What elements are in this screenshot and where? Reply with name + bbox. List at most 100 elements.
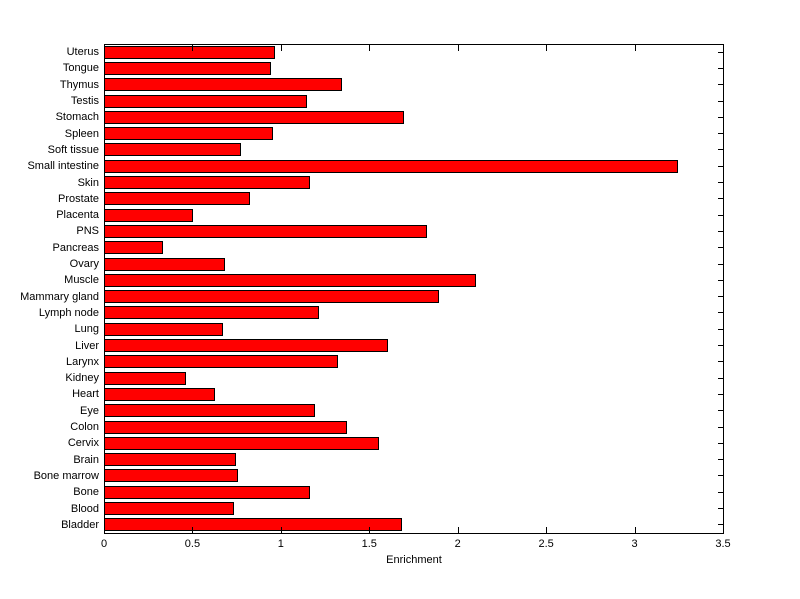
y-tick: [718, 345, 723, 347]
bar: [104, 273, 477, 287]
y-axis-label: Skin: [77, 176, 99, 189]
y-axis-label: Kidney: [65, 372, 99, 385]
y-tick: [718, 263, 723, 265]
bar: [104, 502, 235, 516]
bar: [104, 485, 311, 499]
x-axis-tick-label: 1: [277, 538, 284, 550]
y-tick: [718, 393, 723, 395]
plot-area: [104, 44, 724, 534]
bar: [104, 420, 348, 434]
y-axis-label: Bone marrow: [33, 469, 99, 482]
y-tick: [718, 67, 723, 69]
y-tick: [718, 426, 723, 428]
bar: [104, 224, 427, 238]
y-tick: [718, 459, 723, 461]
y-axis-label: Uterus: [66, 46, 99, 59]
bar: [104, 436, 380, 450]
y-axis-label: Mammary gland: [20, 290, 99, 303]
y-tick: [718, 491, 723, 493]
y-tick: [718, 296, 723, 298]
y-tick: [718, 198, 723, 200]
y-axis-label: Blood: [70, 502, 99, 515]
x-axis-tick-label: 0: [100, 538, 108, 550]
y-axis-label: Thymus: [59, 78, 99, 91]
y-tick: [718, 442, 723, 444]
y-axis-label: Heart: [72, 388, 99, 401]
y-axis-label: Prostate: [58, 192, 99, 205]
y-tick: [718, 377, 723, 379]
y-tick: [718, 51, 723, 53]
y-tick: [718, 410, 723, 412]
y-axis-label: Muscle: [64, 274, 99, 287]
y-axis-label: Small intestine: [27, 160, 99, 173]
y-axis-label: Soft tissue: [47, 143, 99, 156]
bar: [104, 208, 194, 222]
x-tick: [723, 527, 724, 533]
bar: [104, 45, 275, 59]
x-tick: [104, 45, 105, 51]
y-tick: [718, 230, 723, 232]
y-axis-label: Testis: [70, 95, 99, 108]
y-tick: [718, 214, 723, 216]
y-tick: [718, 84, 723, 86]
bar: [104, 469, 238, 483]
bar: [104, 94, 307, 108]
x-tick: [192, 527, 194, 533]
y-tick: [718, 116, 723, 118]
y-axis-label: Pancreas: [52, 241, 99, 254]
x-tick: [280, 45, 282, 51]
y-axis-label: Placenta: [56, 209, 99, 222]
bar: [104, 257, 226, 271]
x-axis-tick-label: 3.5: [715, 538, 731, 550]
bar: [104, 355, 339, 369]
x-tick: [457, 45, 459, 51]
y-tick: [718, 133, 723, 135]
y-tick: [718, 508, 723, 510]
y-tick: [718, 149, 723, 151]
bar: [104, 518, 403, 532]
bar: [104, 306, 319, 320]
y-axis-label: Ovary: [69, 258, 99, 271]
bar: [104, 371, 187, 385]
y-axis-label: Liver: [75, 339, 99, 352]
y-tick: [718, 100, 723, 102]
y-tick: [718, 165, 723, 167]
x-tick: [634, 527, 636, 533]
bar: [104, 110, 404, 124]
bar: [104, 339, 388, 353]
x-tick: [634, 45, 636, 51]
bar: [104, 127, 273, 141]
bar: [104, 78, 342, 92]
y-tick: [718, 524, 723, 526]
x-tick: [457, 527, 459, 533]
y-axis-label: Stomach: [55, 111, 99, 124]
bar: [104, 404, 316, 418]
bar: [104, 453, 236, 467]
y-axis-label: Bone: [73, 486, 99, 499]
y-tick: [718, 182, 723, 184]
bar: [104, 143, 242, 157]
y-tick: [718, 312, 723, 314]
y-axis-label: Brain: [73, 453, 99, 466]
x-axis-tick-label: 2: [454, 538, 461, 550]
bar: [104, 387, 215, 401]
y-axis-label: Eye: [80, 404, 99, 417]
x-axis-tick-label: 0.5: [184, 538, 201, 550]
bar: [104, 176, 311, 190]
y-axis-label: Lung: [74, 323, 99, 336]
y-tick: [718, 475, 723, 477]
bar: [104, 290, 440, 304]
y-axis-label: Larynx: [65, 355, 99, 368]
x-tick: [369, 45, 371, 51]
bar: [104, 241, 164, 255]
x-tick: [192, 45, 194, 51]
x-tick: [546, 45, 548, 51]
y-tick: [718, 247, 723, 249]
x-tick: [723, 45, 724, 51]
y-axis-label: Tongue: [62, 62, 99, 75]
bar: [104, 159, 679, 173]
x-tick: [280, 527, 282, 533]
x-axis-tick-label: 1.5: [361, 538, 377, 550]
y-axis-label: Lymph node: [38, 306, 99, 319]
y-tick: [718, 328, 723, 330]
